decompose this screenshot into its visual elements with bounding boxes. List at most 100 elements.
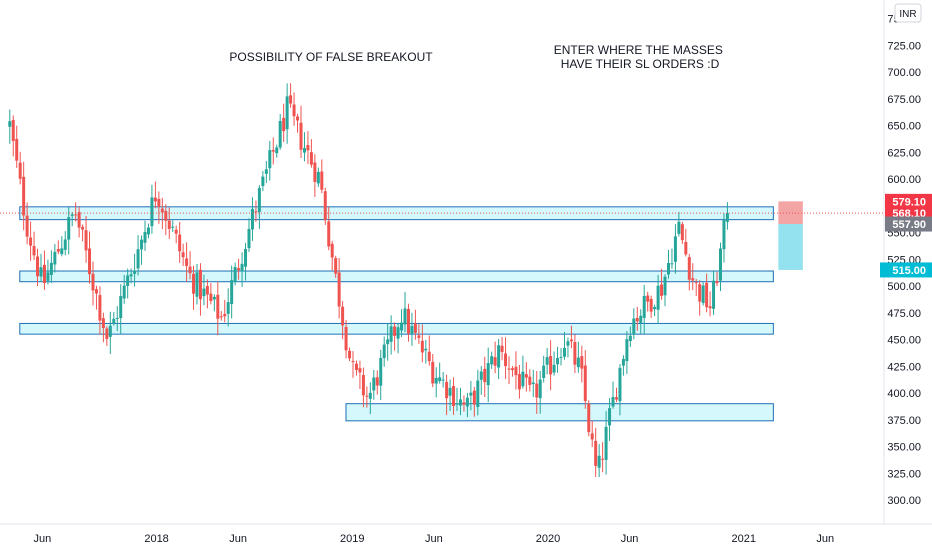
candle-body [476, 380, 480, 407]
candle [136, 235, 140, 276]
candle-body [70, 214, 74, 216]
candle-body [403, 308, 407, 325]
candle [36, 248, 40, 286]
y-tick-label: 350.00 [887, 442, 921, 454]
candle [195, 263, 199, 305]
candle [601, 442, 605, 473]
currency-button-frame[interactable] [894, 3, 922, 23]
candle-body [42, 264, 46, 284]
candle [91, 261, 95, 306]
candle [549, 340, 553, 391]
candle-body [81, 226, 85, 230]
candle-body [202, 288, 206, 297]
candle-body [153, 197, 157, 202]
candle [309, 139, 313, 168]
x-tick-label: Jun [34, 533, 52, 545]
candle-body [146, 227, 150, 235]
sr-zone-3 [19, 322, 774, 335]
candle-body [635, 317, 639, 322]
candle [452, 377, 456, 415]
candle-body [157, 198, 161, 207]
candle [618, 364, 622, 416]
candle [84, 216, 88, 263]
candle-body [261, 176, 265, 187]
candle [670, 248, 674, 269]
candle [514, 351, 518, 390]
candle-body [549, 355, 553, 375]
candle-body [174, 229, 178, 234]
candle [417, 324, 421, 344]
candle-body [271, 150, 275, 152]
y-tick-label: 375.00 [887, 415, 921, 427]
candle [74, 202, 78, 222]
candle [649, 295, 653, 318]
candle [660, 268, 664, 300]
candle [289, 83, 293, 108]
candle [396, 323, 400, 354]
candle [587, 400, 591, 437]
candle-body [292, 104, 296, 117]
candle [219, 311, 223, 321]
y-tick-label: 400.00 [887, 388, 921, 400]
candle-body [133, 270, 137, 274]
currency-label: INR [899, 9, 916, 20]
candle [632, 308, 636, 340]
candle-body [32, 246, 36, 256]
candle [694, 278, 698, 296]
candle [445, 374, 449, 415]
candle [597, 444, 601, 478]
x-tick-label: 2020 [536, 533, 560, 545]
candle [330, 240, 334, 271]
candle-body [486, 363, 490, 386]
candle [250, 197, 254, 241]
candle-body [427, 351, 431, 362]
candle [372, 369, 376, 400]
candle-body [171, 226, 175, 228]
annotation-masses-sl-line-1: ENTER WHERE THE MASSES [554, 43, 723, 57]
y-tick-label: 500.00 [887, 281, 921, 293]
candle [334, 255, 338, 278]
candle [264, 161, 268, 184]
candle-body [337, 272, 341, 307]
candle [666, 250, 670, 279]
candle [275, 144, 279, 158]
candle [569, 325, 573, 349]
candle [361, 367, 365, 408]
candle [611, 381, 615, 409]
candle [628, 326, 632, 347]
candle-body [514, 366, 518, 376]
candle [285, 83, 289, 144]
currency-button[interactable]: INR [894, 3, 922, 23]
candle [150, 184, 154, 234]
candle [42, 250, 46, 290]
candle-body [694, 282, 698, 284]
candle [209, 283, 213, 305]
candle [316, 167, 320, 187]
candle [552, 351, 556, 376]
candle-body [382, 344, 386, 359]
candle [181, 243, 185, 266]
time-axis: Jun 2018 Jun 2019 Jun 2020 Jun 2021 Jun [34, 533, 835, 545]
candle [257, 185, 261, 229]
candles-layer [8, 83, 729, 478]
candle-body [365, 395, 369, 397]
candle [348, 347, 352, 362]
candle-body [504, 353, 508, 367]
y-tick-label: 600.00 [887, 174, 921, 186]
candle-body [94, 289, 98, 294]
candle-body [663, 276, 667, 296]
candle-body [108, 325, 112, 337]
candle [25, 202, 29, 245]
price-tag-bg [885, 262, 932, 278]
candle-body [576, 357, 580, 368]
candle [510, 365, 514, 377]
candle-body [510, 368, 514, 370]
candle-body [354, 363, 358, 370]
candle-body [233, 267, 237, 282]
candle [22, 161, 26, 231]
candle-body [649, 298, 653, 312]
candle-body [469, 392, 473, 396]
y-tick-label: 700.00 [887, 67, 921, 79]
candle [504, 337, 508, 380]
